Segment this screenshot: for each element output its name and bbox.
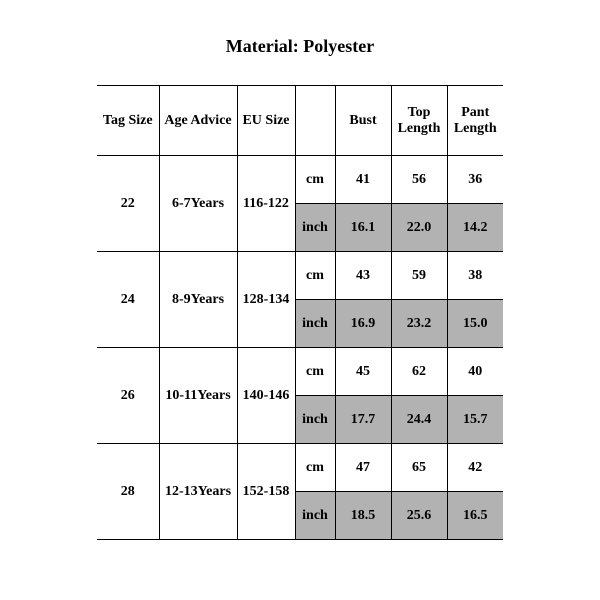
table-row: 28 12-13Years 152-158 cm 47 65 42 [97, 444, 503, 492]
cell-unit-cm: cm [295, 156, 335, 204]
cell-tag: 22 [97, 156, 159, 252]
cell-top-inch: 24.4 [391, 396, 447, 444]
cell-eu: 128-134 [237, 252, 295, 348]
col-bust: Bust [335, 86, 391, 156]
cell-pant-cm: 38 [447, 252, 503, 300]
cell-bust-cm: 41 [335, 156, 391, 204]
cell-top-cm: 56 [391, 156, 447, 204]
col-top-length: Top Length [391, 86, 447, 156]
cell-top-inch: 22.0 [391, 204, 447, 252]
cell-bust-cm: 43 [335, 252, 391, 300]
cell-unit-cm: cm [295, 252, 335, 300]
cell-unit-inch: inch [295, 300, 335, 348]
table-row: 24 8-9Years 128-134 cm 43 59 38 [97, 252, 503, 300]
cell-pant-inch: 16.5 [447, 492, 503, 540]
cell-top-cm: 59 [391, 252, 447, 300]
cell-eu: 116-122 [237, 156, 295, 252]
table-row: 22 6-7Years 116-122 cm 41 56 36 [97, 156, 503, 204]
cell-pant-inch: 15.7 [447, 396, 503, 444]
cell-tag: 24 [97, 252, 159, 348]
cell-top-cm: 62 [391, 348, 447, 396]
size-chart: { "title": "Material: Polyester", "heade… [0, 0, 600, 600]
table-header-row: Tag Size Age Advice EU Size Bust Top Len… [97, 86, 503, 156]
cell-bust-cm: 47 [335, 444, 391, 492]
table-row: 26 10-11Years 140-146 cm 45 62 40 [97, 348, 503, 396]
col-eu-size: EU Size [237, 86, 295, 156]
cell-tag: 28 [97, 444, 159, 540]
cell-bust-inch: 18.5 [335, 492, 391, 540]
cell-eu: 140-146 [237, 348, 295, 444]
cell-unit-inch: inch [295, 492, 335, 540]
cell-pant-cm: 40 [447, 348, 503, 396]
cell-bust-inch: 17.7 [335, 396, 391, 444]
col-age-advice: Age Advice [159, 86, 237, 156]
cell-unit-cm: cm [295, 444, 335, 492]
cell-pant-inch: 15.0 [447, 300, 503, 348]
cell-age: 10-11Years [159, 348, 237, 444]
cell-unit-cm: cm [295, 348, 335, 396]
cell-age: 8-9Years [159, 252, 237, 348]
cell-bust-inch: 16.9 [335, 300, 391, 348]
cell-age: 12-13Years [159, 444, 237, 540]
cell-eu: 152-158 [237, 444, 295, 540]
cell-tag: 26 [97, 348, 159, 444]
size-table: Tag Size Age Advice EU Size Bust Top Len… [97, 85, 503, 540]
cell-top-inch: 25.6 [391, 492, 447, 540]
cell-bust-cm: 45 [335, 348, 391, 396]
page-title: Material: Polyester [0, 0, 600, 85]
cell-top-inch: 23.2 [391, 300, 447, 348]
cell-top-cm: 65 [391, 444, 447, 492]
cell-unit-inch: inch [295, 204, 335, 252]
col-pant-length: Pant Length [447, 86, 503, 156]
cell-bust-inch: 16.1 [335, 204, 391, 252]
cell-pant-cm: 36 [447, 156, 503, 204]
col-tag-size: Tag Size [97, 86, 159, 156]
cell-pant-inch: 14.2 [447, 204, 503, 252]
col-unit [295, 86, 335, 156]
size-table-body: 22 6-7Years 116-122 cm 41 56 36 inch 16.… [97, 156, 503, 540]
cell-unit-inch: inch [295, 396, 335, 444]
cell-age: 6-7Years [159, 156, 237, 252]
cell-pant-cm: 42 [447, 444, 503, 492]
